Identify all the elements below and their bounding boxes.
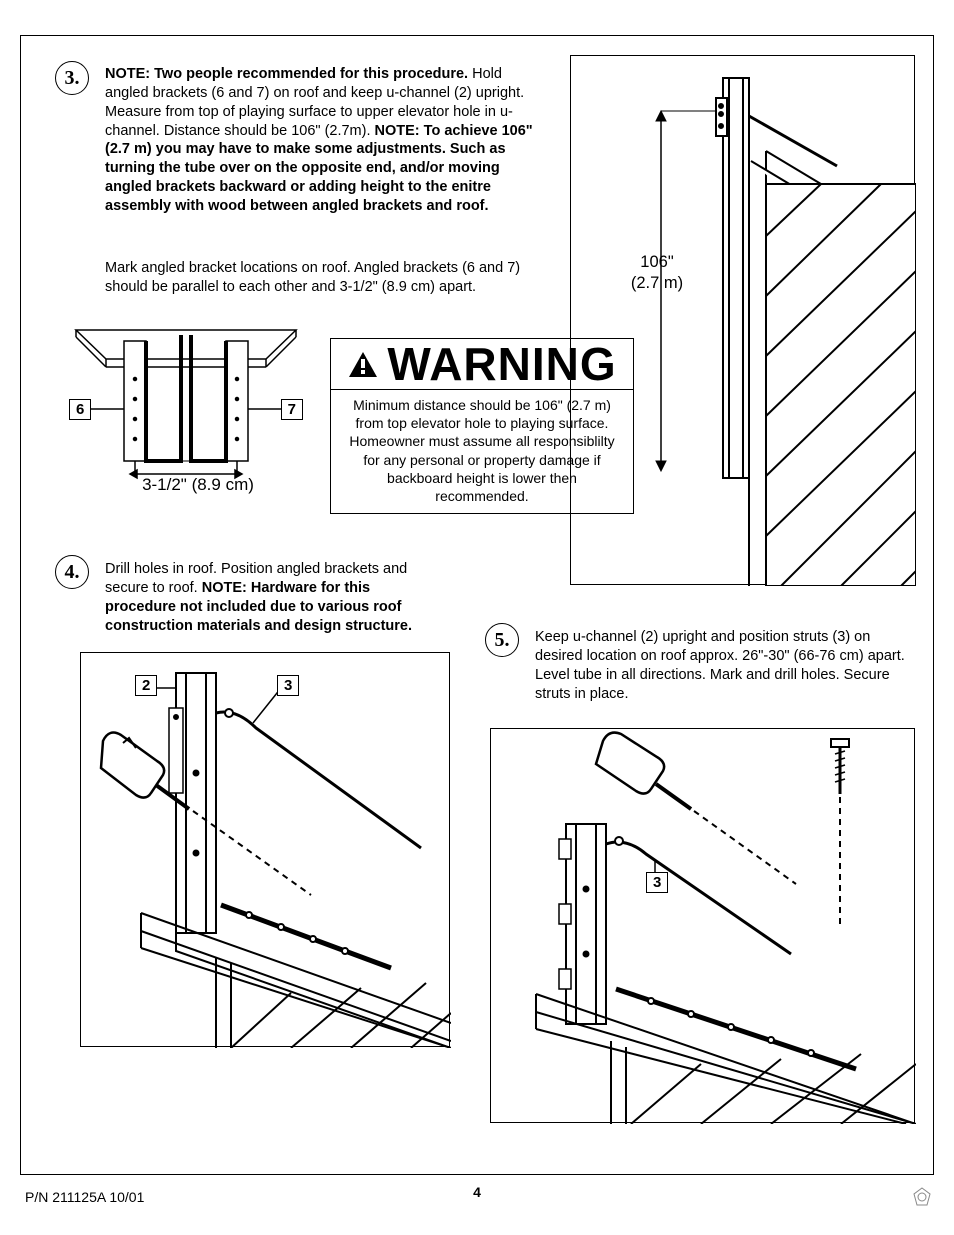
diag3-callout-2: 2	[135, 675, 157, 696]
diagram-2-dimension: 106" (2.7 m)	[612, 252, 702, 295]
step-5-number: 5.	[485, 623, 519, 657]
diagram-drill-brackets: 2 3	[80, 652, 450, 1047]
footer-part-number: P/N 211125A 10/01	[25, 1189, 144, 1205]
footer-page-number: 4	[473, 1184, 481, 1200]
callout-7: 7	[281, 399, 303, 420]
diag3-callout-3: 3	[277, 675, 299, 696]
diag2-dim-2: (2.7 m)	[631, 274, 683, 292]
step-4-text: Drill holes in roof. Position angled bra…	[105, 560, 445, 635]
step-4-number: 4.	[55, 555, 89, 589]
diagram-secure-struts: 3	[490, 728, 915, 1123]
step-3-text-block-1: NOTE: Two people recommended for this pr…	[105, 65, 545, 216]
step-5-text: Keep u-channel (2) upright and position …	[535, 628, 905, 703]
footer-logo-icon	[912, 1187, 932, 1207]
step-3-text-block-2: Mark angled bracket locations on roof. A…	[105, 259, 540, 297]
step-3-note1: NOTE: Two people recommended for this pr…	[105, 66, 468, 82]
warning-triangle-icon	[347, 350, 379, 380]
diag4-callout-3: 3	[646, 872, 668, 893]
diag2-dim-1: 106"	[640, 253, 673, 271]
diagram-roof-height	[570, 55, 915, 585]
step-3-number: 3.	[55, 61, 89, 95]
callout-6: 6	[69, 399, 91, 420]
diagram-1-dimension: 3-1/2" (8.9 cm)	[98, 475, 298, 495]
